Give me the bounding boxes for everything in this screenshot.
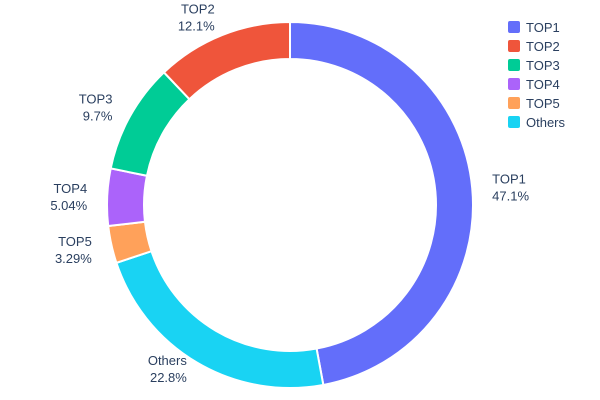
pie-slice-top1[interactable]: [289, 20, 474, 387]
legend-label-top1: TOP1: [526, 19, 560, 35]
legend-swatch-others: [508, 116, 520, 128]
legend-swatch-top3: [508, 59, 520, 71]
legend-item-top5[interactable]: TOP5: [508, 95, 565, 111]
legend-item-others[interactable]: Others: [508, 114, 566, 130]
legend-item-top3[interactable]: TOP3: [508, 57, 565, 73]
legend-item-top2[interactable]: TOP2: [508, 38, 565, 54]
legend-label-top3: TOP3: [526, 57, 560, 73]
legend-item-top1[interactable]: TOP1: [508, 19, 565, 35]
slice-label-others: Others 22.8%: [148, 353, 188, 385]
slice-label-top5: TOP5 3.29%: [55, 234, 92, 266]
legend-label-others: Others: [526, 114, 566, 130]
legend-swatch-top1: [508, 21, 520, 33]
pie-slice-top4[interactable]: [106, 167, 149, 228]
legend-swatch-top2: [508, 40, 520, 52]
slice-label-top2: TOP2 12.1%: [178, 1, 215, 33]
chart-legend: TOP1 TOP2 TOP3 TOP4 TOP5 Others: [508, 19, 566, 130]
legend-item-top4[interactable]: TOP4: [508, 76, 565, 92]
pie-slice-top2[interactable]: [162, 20, 291, 101]
legend-label-top4: TOP4: [526, 76, 560, 92]
legend-swatch-top4: [508, 78, 520, 90]
slice-label-top4: TOP4 5.04%: [50, 181, 87, 213]
legend-swatch-top5: [508, 97, 520, 109]
legend-label-top5: TOP5: [526, 95, 560, 111]
slice-label-top3: TOP3 9.7%: [79, 92, 113, 124]
legend-label-top2: TOP2: [526, 38, 560, 54]
slice-label-top1: TOP1 47.1%: [492, 171, 529, 203]
